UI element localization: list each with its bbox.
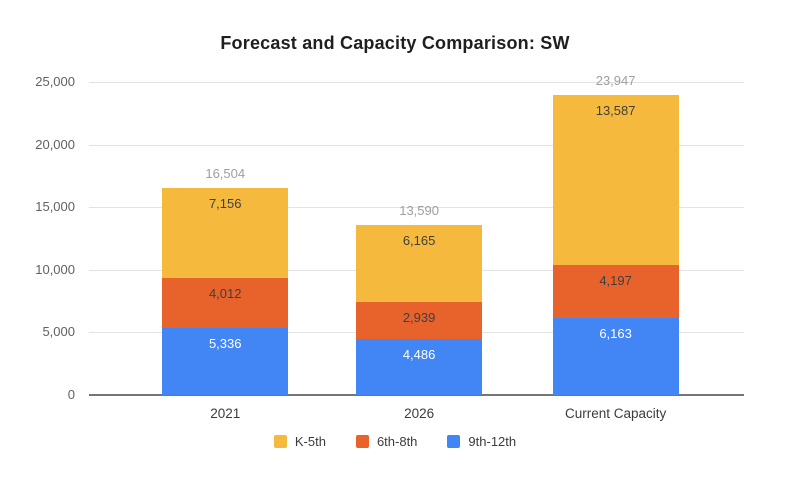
bar-total-label: 23,947 <box>595 73 636 89</box>
legend-item-k-5th: K-5th <box>273 434 326 449</box>
bar-segment-k-5th: 6,165 <box>356 224 483 303</box>
bar-segment-6th-8th: 4,197 <box>552 265 679 318</box>
bar-segment-6th-8th: 2,939 <box>356 302 483 339</box>
segment-value-label: 13,587 <box>595 103 636 119</box>
segment-value-label: 7,156 <box>208 196 242 212</box>
segment-value-label: 6,163 <box>599 325 632 341</box>
x-category-label: 2021 <box>210 406 241 421</box>
legend-item-9th-12th: 9th-12th <box>447 434 516 449</box>
y-tick-label: 20,000 <box>35 136 75 152</box>
segment-value-label: 5,336 <box>208 336 242 352</box>
bar-segment-9th-12th: 6,163 <box>552 317 679 395</box>
segment-value-label: 4,012 <box>208 285 242 301</box>
y-tick-label: 15,000 <box>35 199 75 215</box>
bar-total-label: 16,504 <box>205 166 246 182</box>
legend-swatch <box>447 435 461 448</box>
segment-value-label: 6,165 <box>402 232 436 248</box>
x-category-label: 2026 <box>404 406 435 421</box>
y-tick-label: 10,000 <box>35 261 75 277</box>
gridline <box>89 82 744 83</box>
bar-segment-9th-12th: 4,486 <box>356 338 483 395</box>
segment-value-label: 2,939 <box>402 310 436 326</box>
legend-label: K-5th <box>294 434 326 449</box>
legend-swatch <box>355 435 369 448</box>
legend: K-5th 6th-8th 9th-12th <box>0 434 790 449</box>
segment-value-label: 4,486 <box>402 346 436 362</box>
bar-segment-9th-12th: 5,336 <box>162 328 289 395</box>
legend-label: 6th-8th <box>376 434 418 449</box>
chart-title: Forecast and Capacity Comparison: SW <box>220 33 570 53</box>
bar-segment-k-5th: 13,587 <box>552 95 679 266</box>
legend-label: 9th-12th <box>468 434 517 449</box>
x-axis-line <box>89 394 744 396</box>
segment-value-label: 4,197 <box>599 273 632 289</box>
plot-area: 0 5,000 10,000 15,000 20,000 25,000 5,336 4,012… <box>35 73 744 421</box>
y-tick-label: 0 <box>67 387 75 402</box>
bar-segment-k-5th: 7,156 <box>162 188 289 278</box>
legend-item-6th-8th: 6th-8th <box>355 434 418 449</box>
gridline <box>89 144 744 146</box>
y-tick-label: 5,000 <box>42 324 75 340</box>
bar-segment-6th-8th: 4,012 <box>162 277 289 329</box>
gridline <box>89 207 744 209</box>
x-category-label: Current Capacity <box>564 406 667 421</box>
bar-total-label: 13,590 <box>399 202 439 218</box>
y-tick-label: 25,000 <box>35 74 75 89</box>
legend-swatch <box>273 435 287 448</box>
